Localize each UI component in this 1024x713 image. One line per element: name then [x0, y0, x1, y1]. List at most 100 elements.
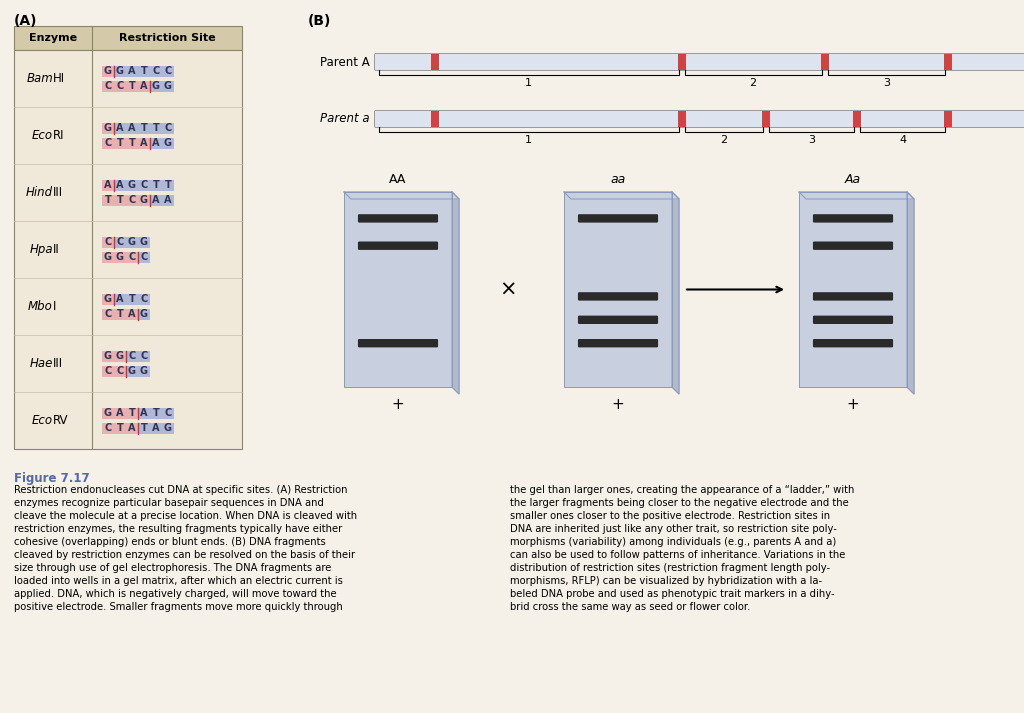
Text: (B): (B) [308, 14, 332, 28]
Bar [162, 81, 173, 91]
Text: A: A [117, 408, 124, 418]
Bar [678, 111, 685, 127]
Bar [138, 309, 150, 319]
Text: (A): (A) [14, 14, 38, 28]
Text: A: A [117, 294, 124, 304]
Text: Hae: Hae [30, 357, 53, 370]
Bar [430, 54, 438, 70]
Text: HI: HI [53, 72, 66, 85]
Bar [678, 54, 685, 70]
Text: Hpa: Hpa [30, 243, 53, 256]
Bar [102, 252, 114, 262]
Polygon shape [907, 192, 914, 394]
Polygon shape [564, 192, 679, 199]
Bar [150, 423, 162, 434]
Text: A: A [104, 180, 112, 190]
Text: T: T [129, 81, 135, 91]
Text: T: T [140, 423, 147, 433]
Text: RV: RV [53, 414, 69, 427]
Text: A: A [140, 408, 147, 418]
Bar [126, 180, 137, 190]
Text: A: A [140, 138, 147, 148]
Bar [102, 423, 114, 434]
Text: A: A [164, 195, 172, 205]
Text: T: T [140, 123, 147, 133]
Bar [138, 252, 150, 262]
Text: G: G [140, 309, 148, 319]
Text: III: III [53, 357, 63, 370]
Text: G: G [116, 351, 124, 361]
FancyBboxPatch shape [813, 316, 893, 324]
Text: 1: 1 [525, 135, 532, 145]
Text: Parent A: Parent A [321, 56, 370, 68]
Text: +: + [611, 397, 625, 412]
Text: A: A [153, 423, 160, 433]
Text: T: T [153, 408, 160, 418]
Bar [150, 138, 162, 148]
FancyBboxPatch shape [578, 292, 658, 301]
Text: T: T [117, 423, 123, 433]
Bar [162, 423, 173, 434]
Text: G: G [140, 195, 148, 205]
Bar [102, 66, 114, 76]
Text: C: C [128, 252, 135, 262]
Polygon shape [344, 192, 459, 199]
Bar [138, 81, 150, 91]
Text: G: G [128, 366, 136, 376]
Bar [102, 180, 114, 190]
Text: Restriction Site: Restriction Site [119, 33, 215, 43]
Bar [944, 111, 952, 127]
Text: G: G [104, 351, 112, 361]
Text: A: A [128, 423, 136, 433]
Text: G: G [128, 180, 136, 190]
Bar [102, 195, 114, 205]
Text: C: C [140, 294, 147, 304]
Text: T: T [153, 180, 160, 190]
Bar [102, 138, 114, 148]
Bar [126, 66, 137, 76]
Text: G: G [152, 81, 160, 91]
Text: C: C [140, 351, 147, 361]
Bar [138, 408, 150, 419]
Text: G: G [104, 294, 112, 304]
Bar [126, 252, 137, 262]
Text: III: III [53, 186, 63, 199]
Text: Aa: Aa [845, 173, 861, 186]
Text: T: T [117, 195, 123, 205]
Text: C: C [117, 237, 124, 247]
Bar [102, 237, 114, 247]
Bar [114, 237, 126, 247]
Text: Parent a: Parent a [321, 113, 370, 125]
Text: C: C [104, 423, 112, 433]
Text: I: I [53, 300, 56, 313]
Text: RI: RI [53, 129, 65, 142]
Bar [114, 180, 126, 190]
Text: T: T [140, 66, 147, 76]
Text: G: G [104, 408, 112, 418]
Bar [820, 54, 828, 70]
Bar [150, 123, 162, 133]
Bar [114, 366, 126, 376]
Bar [126, 237, 137, 247]
Text: G: G [104, 66, 112, 76]
Bar [162, 123, 173, 133]
Text: T: T [153, 123, 160, 133]
FancyBboxPatch shape [358, 339, 438, 347]
Bar [162, 195, 173, 205]
Bar [102, 408, 114, 419]
Bar [102, 81, 114, 91]
Text: C: C [140, 252, 147, 262]
Bar [102, 309, 114, 319]
Bar [138, 366, 150, 376]
Text: T: T [165, 180, 171, 190]
FancyBboxPatch shape [578, 316, 658, 324]
Text: Hind: Hind [26, 186, 53, 199]
FancyBboxPatch shape [578, 214, 658, 222]
Text: C: C [104, 237, 112, 247]
Bar [162, 408, 173, 419]
Text: Enzyme: Enzyme [29, 33, 77, 43]
Text: AA: AA [389, 173, 407, 186]
Polygon shape [452, 192, 459, 394]
FancyBboxPatch shape [813, 214, 893, 222]
Text: Figure 7.17: Figure 7.17 [14, 472, 90, 485]
